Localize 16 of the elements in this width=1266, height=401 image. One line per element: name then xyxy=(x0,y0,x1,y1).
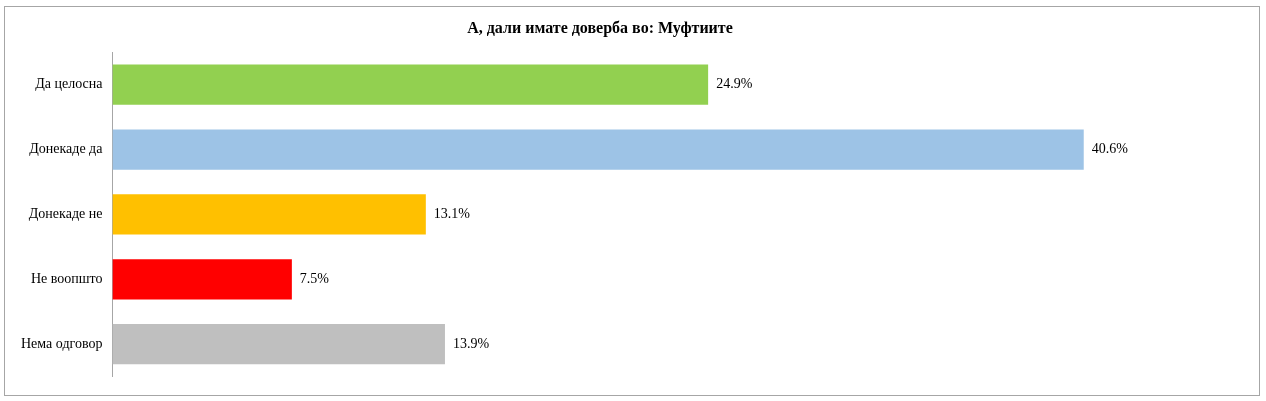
y-tick-label: Донекаде не xyxy=(28,206,103,222)
y-tick-label: Не воопшто xyxy=(30,270,103,286)
y-tick-label: Нема одговор xyxy=(20,335,103,351)
bar xyxy=(112,129,1084,170)
data-label: 40.6% xyxy=(1091,141,1129,157)
data-label: 13.9% xyxy=(452,335,490,351)
bar xyxy=(112,194,426,235)
y-tick-label: Донекаде да xyxy=(29,141,104,157)
data-label: 7.5% xyxy=(299,270,330,286)
y-tick-label: Да целосна xyxy=(35,76,104,92)
data-label: 13.1% xyxy=(433,206,471,222)
bar xyxy=(112,64,709,105)
chart-title: А, дали имате доверба во: Муфтиите xyxy=(467,18,733,37)
bar xyxy=(112,324,445,365)
bar xyxy=(112,259,292,300)
data-label: 24.9% xyxy=(716,76,753,92)
